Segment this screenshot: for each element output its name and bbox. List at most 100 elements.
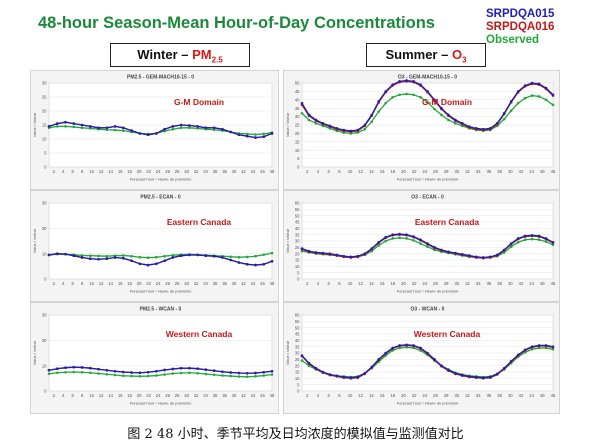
series-point-2 [254, 375, 257, 378]
x-tick-label: 18 [127, 169, 132, 174]
series-point-0 [138, 132, 142, 135]
x-tick-label: 28 [175, 281, 180, 286]
x-tick-label: 6 [72, 393, 75, 398]
series-point-0 [80, 123, 84, 127]
series-point-0 [328, 124, 332, 128]
series-point-2 [363, 127, 367, 131]
series-point-2 [245, 132, 249, 136]
series-point-0 [171, 125, 175, 128]
x-tick-label: 48 [551, 393, 556, 398]
x-tick-label: 14 [108, 393, 113, 398]
y-tick-label: 20 [295, 251, 300, 256]
x-tick-label: 44 [251, 281, 256, 286]
series-point-2 [537, 95, 541, 98]
series-point-0 [377, 240, 380, 244]
series-point-0 [468, 254, 471, 257]
series-point-2 [188, 371, 191, 375]
series-point-0 [270, 132, 274, 135]
y-tick-label: 5 [44, 151, 47, 156]
y-tick-label: 0 [297, 389, 300, 394]
summer-label: Summer – O3 [366, 43, 486, 67]
series-point-0 [537, 344, 541, 347]
series-point-2 [130, 374, 133, 378]
series-point-2 [55, 125, 59, 128]
series-point-0 [495, 122, 499, 125]
series-line-2 [48, 125, 273, 136]
y-tick-label: 50 [295, 325, 300, 330]
series-point-2 [530, 94, 534, 97]
series-point-2 [105, 128, 109, 132]
series-point-2 [544, 98, 548, 102]
x-tick-label: 12 [99, 169, 104, 174]
series-point-2 [426, 245, 429, 248]
series-point-0 [328, 252, 332, 255]
x-tick-label: 8 [81, 393, 84, 398]
series-point-0 [370, 113, 374, 117]
y-tick-label: 30 [295, 239, 300, 244]
series-point-0 [461, 373, 464, 377]
x-tick-label: 46 [540, 169, 545, 174]
y-tick-label: 40 [295, 97, 300, 102]
x-tick-label: 22 [412, 281, 417, 286]
series-point-0 [440, 106, 443, 110]
series-point-0 [537, 234, 541, 238]
series-point-0 [398, 80, 401, 83]
series-point-0 [188, 366, 191, 370]
x-tick-label: 8 [338, 281, 341, 286]
x-tick-label: 14 [369, 281, 374, 286]
x-tick-label: 4 [317, 281, 320, 286]
y-tick-label: 30 [295, 114, 300, 119]
series-point-2 [113, 254, 117, 257]
x-tick-label: 36 [487, 393, 492, 398]
series-point-0 [307, 361, 311, 365]
figure-caption: 图 2 48 小时、季节平均及日均浓度的模拟值与监测值对比 [127, 427, 464, 442]
y-tick-label: 20 [295, 363, 300, 368]
series-point-2 [196, 127, 199, 130]
series-point-0 [171, 256, 175, 259]
series-point-0 [47, 368, 51, 372]
series-point-0 [475, 375, 478, 379]
series-point-2 [72, 125, 76, 129]
series-point-0 [502, 366, 506, 370]
series-point-0 [270, 369, 274, 373]
series-point-0 [97, 367, 100, 371]
x-tick-label: 6 [72, 281, 75, 286]
x-tick-label: 8 [81, 169, 84, 174]
series-point-0 [537, 82, 541, 86]
series-point-0 [237, 261, 241, 264]
series-point-2 [179, 126, 183, 130]
x-tick-label: 20 [137, 281, 142, 286]
x-tick-label: 30 [455, 169, 460, 174]
x-axis-label: Forecast hour / Heure de prévision [130, 289, 192, 294]
series-point-2 [188, 126, 191, 130]
series-point-0 [461, 122, 464, 125]
series-point-0 [391, 233, 394, 236]
series-point-2 [163, 129, 166, 133]
series-point-0 [105, 126, 109, 130]
y-tick-label: 0 [44, 165, 47, 170]
series-point-2 [155, 374, 158, 377]
series-point-2 [300, 249, 304, 253]
y-tick-label: 5 [297, 270, 300, 275]
series-line-0 [48, 253, 273, 266]
x-tick-label: 40 [232, 393, 237, 398]
x-tick-label: 6 [328, 393, 331, 398]
series-point-2 [122, 254, 125, 257]
y-tick-label: 5 [297, 156, 300, 161]
x-tick-label: 32 [465, 393, 470, 398]
series-point-2 [405, 346, 408, 349]
y-tick-label: 30 [42, 201, 47, 206]
series-point-0 [426, 351, 429, 355]
y-tick-label: 15 [42, 123, 47, 128]
series-point-0 [342, 375, 346, 379]
series-point-0 [163, 259, 166, 263]
region-label: Eastern Canada [167, 217, 232, 227]
series-point-0 [55, 252, 59, 255]
series-point-2 [262, 374, 266, 377]
series-point-2 [530, 347, 534, 351]
series-point-2 [113, 373, 117, 377]
series-point-2 [419, 95, 422, 99]
series-point-0 [122, 256, 125, 260]
